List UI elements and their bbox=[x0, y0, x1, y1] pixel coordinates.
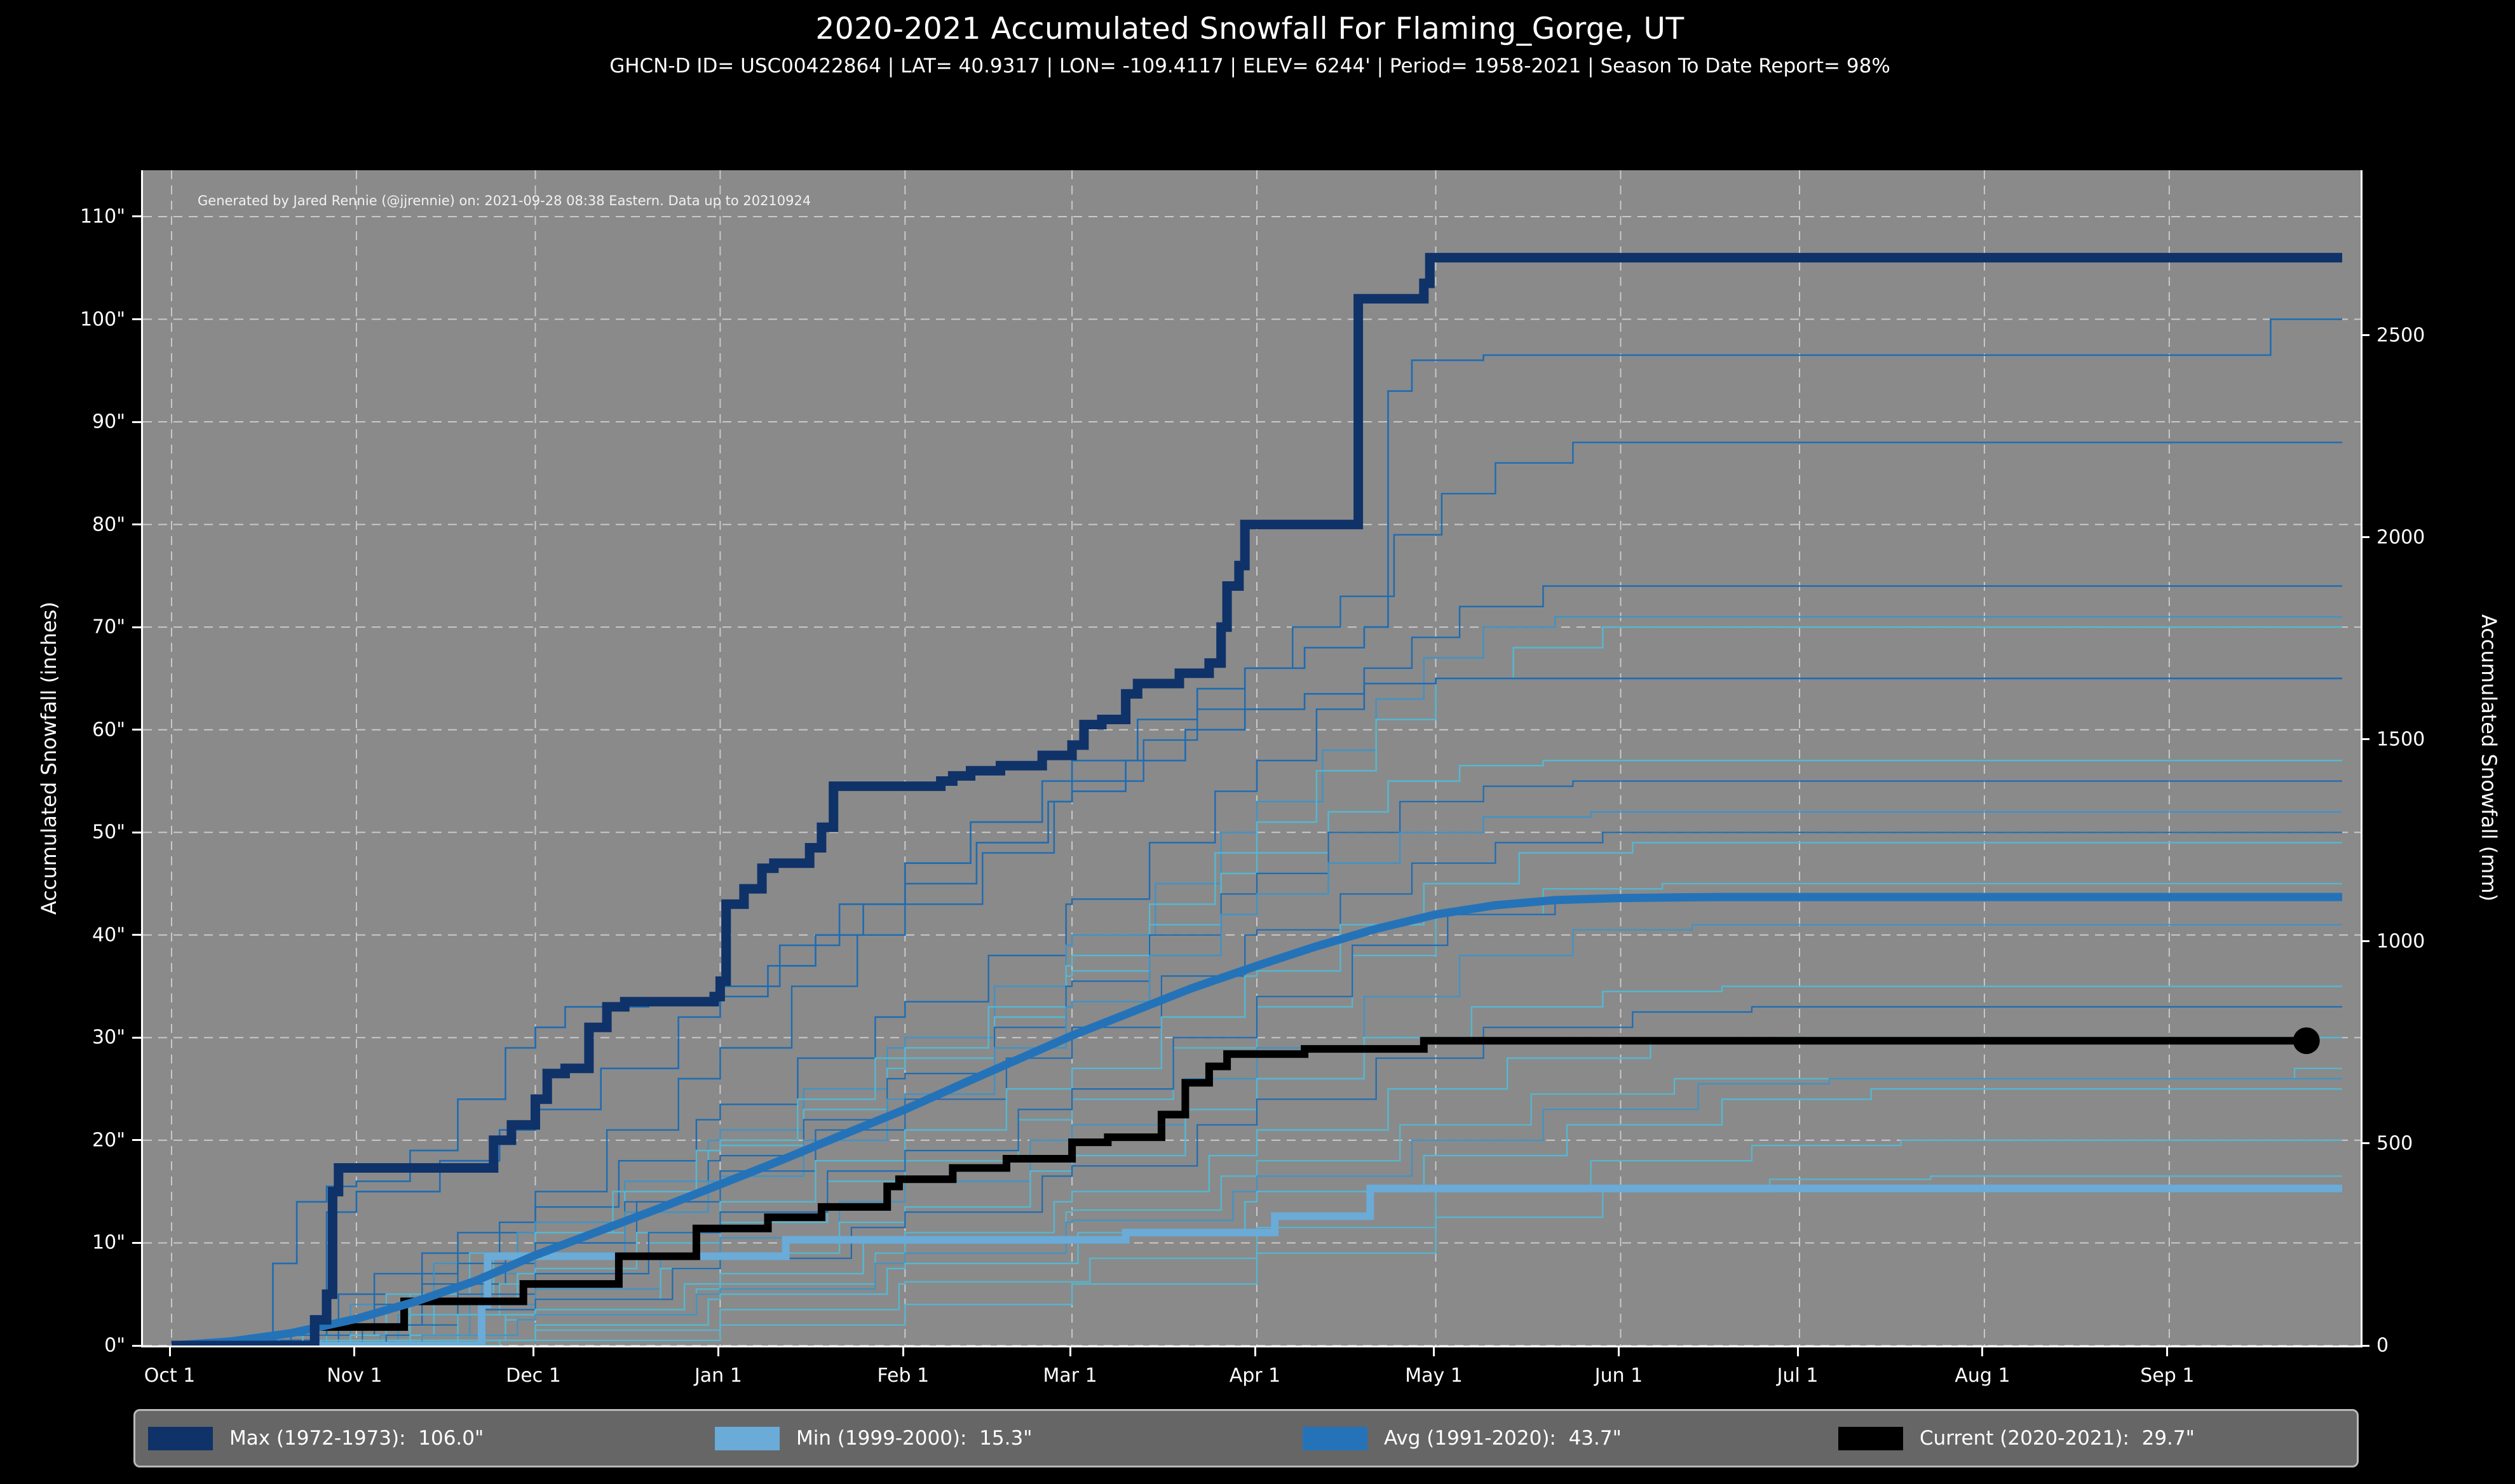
y-right-tick-mark bbox=[2361, 940, 2369, 943]
y-left-tick-mark bbox=[132, 1139, 141, 1142]
x-tick-label: Dec 1 bbox=[506, 1365, 561, 1387]
y-right-tick-label: 2500 bbox=[2376, 324, 2425, 347]
right-axis-label: Accumulated Snowfall (mm) bbox=[2477, 614, 2501, 901]
x-tick-mark bbox=[1254, 1347, 1256, 1356]
legend-label: Current (2020-2021): 29.7" bbox=[1920, 1427, 2195, 1450]
y-left-tick-mark bbox=[132, 523, 141, 526]
y-left-tick-mark bbox=[132, 626, 141, 628]
y-left-tick-mark bbox=[132, 215, 141, 218]
y-right-tick-label: 1500 bbox=[2376, 728, 2425, 751]
x-tick-label: Oct 1 bbox=[144, 1365, 196, 1387]
legend-item-max: Max (1972-1973): 106.0" bbox=[148, 1411, 484, 1466]
current-endpoint-marker bbox=[2293, 1027, 2320, 1055]
x-tick-label: Mar 1 bbox=[1043, 1365, 1097, 1387]
y-left-tick-label: 10" bbox=[92, 1231, 125, 1254]
x-tick-label: Jun 1 bbox=[1594, 1365, 1643, 1387]
y-left-tick-label: 80" bbox=[92, 513, 125, 536]
y-left-tick-label: 60" bbox=[92, 718, 125, 741]
legend-label: Max (1972-1973): 106.0" bbox=[229, 1427, 484, 1450]
x-tick-mark bbox=[1796, 1347, 1799, 1356]
season-line-0 bbox=[172, 318, 2342, 1346]
season-line-19 bbox=[172, 1088, 2342, 1346]
y-left-tick-mark bbox=[132, 934, 141, 936]
x-tick-mark bbox=[1069, 1347, 1071, 1356]
chart-title: 2020-2021 Accumulated Snowfall For Flami… bbox=[815, 11, 1685, 46]
x-tick-mark bbox=[2166, 1347, 2169, 1356]
y-left-tick-label: 110" bbox=[79, 205, 125, 228]
series-avg bbox=[171, 893, 2342, 1346]
y-right-tick-label: 1000 bbox=[2376, 930, 2425, 953]
y-left-tick-mark bbox=[132, 831, 141, 833]
y-left-tick-mark bbox=[132, 1036, 141, 1039]
y-left-tick-label: 20" bbox=[92, 1129, 125, 1152]
x-tick-label: Jan 1 bbox=[694, 1365, 742, 1387]
x-tick-mark bbox=[1981, 1347, 1984, 1356]
y-left-tick-mark bbox=[132, 318, 141, 320]
chart-canvas bbox=[143, 170, 2361, 1346]
legend-item-min: Min (1999-2000): 15.3" bbox=[715, 1411, 1032, 1466]
y-right-tick-mark bbox=[2361, 536, 2369, 539]
y-right-tick-label: 500 bbox=[2376, 1132, 2413, 1155]
x-tick-mark bbox=[717, 1347, 719, 1356]
y-left-tick-label: 0" bbox=[104, 1334, 125, 1357]
legend: Max (1972-1973): 106.0" Min (1999-2000): … bbox=[133, 1409, 2359, 1467]
legend-swatch bbox=[148, 1426, 213, 1450]
y-left-tick-label: 40" bbox=[92, 924, 125, 947]
left-axis-label: Accumulated Snowfall (inches) bbox=[37, 601, 61, 915]
y-right-tick-label: 2000 bbox=[2376, 526, 2425, 549]
legend-swatch bbox=[1838, 1426, 1903, 1450]
x-tick-mark bbox=[532, 1347, 534, 1356]
legend-label: Avg (1991-2020): 43.7" bbox=[1384, 1427, 1622, 1450]
y-left-tick-label: 100" bbox=[79, 308, 125, 330]
season-line-21 bbox=[172, 1175, 2342, 1346]
x-tick-label: Feb 1 bbox=[877, 1365, 930, 1387]
x-tick-label: Nov 1 bbox=[327, 1365, 383, 1387]
season-line-16 bbox=[172, 1037, 2342, 1346]
x-tick-mark bbox=[353, 1347, 356, 1356]
legend-item-avg: Avg (1991-2020): 43.7" bbox=[1303, 1411, 1622, 1466]
y-left-tick-mark bbox=[132, 1241, 141, 1244]
y-left-tick-label: 70" bbox=[92, 616, 125, 638]
y-left-tick-label: 30" bbox=[92, 1026, 125, 1049]
x-tick-label: Apr 1 bbox=[1229, 1365, 1281, 1387]
legend-swatch bbox=[1303, 1426, 1367, 1450]
y-right-tick-mark bbox=[2361, 1142, 2369, 1145]
x-tick-label: Jul 1 bbox=[1777, 1365, 1819, 1387]
x-tick-label: May 1 bbox=[1405, 1365, 1463, 1387]
annotation-credit: Generated by Jared Rennie (@jjrennie) on… bbox=[198, 193, 811, 208]
y-right-tick-label: 0 bbox=[2376, 1334, 2389, 1357]
y-right-tick-mark bbox=[2361, 738, 2369, 741]
season-line-15 bbox=[172, 1006, 2342, 1346]
y-right-tick-mark bbox=[2361, 334, 2369, 337]
x-tick-mark bbox=[1617, 1347, 1620, 1356]
x-tick-label: Aug 1 bbox=[1955, 1365, 2010, 1387]
series-max bbox=[172, 253, 2342, 1346]
y-left-tick-label: 90" bbox=[92, 410, 125, 433]
season-line-20 bbox=[172, 1139, 2342, 1346]
x-tick-mark bbox=[168, 1347, 171, 1356]
x-tick-label: Sep 1 bbox=[2140, 1365, 2195, 1387]
x-tick-mark bbox=[902, 1347, 904, 1356]
legend-item-current: Current (2020-2021): 29.7" bbox=[1838, 1411, 2195, 1466]
y-left-tick-mark bbox=[132, 729, 141, 731]
series-current bbox=[172, 1037, 2307, 1346]
chart-subtitle: GHCN-D ID= USC00422864 | LAT= 40.9317 | … bbox=[609, 55, 1890, 78]
legend-label: Min (1999-2000): 15.3" bbox=[796, 1427, 1033, 1450]
y-left-tick-mark bbox=[132, 1344, 141, 1347]
y-left-tick-label: 50" bbox=[92, 821, 125, 844]
plot-area: Generated by Jared Rennie (@jjrennie) on… bbox=[141, 170, 2362, 1347]
legend-swatch bbox=[715, 1426, 780, 1450]
x-tick-mark bbox=[1433, 1347, 1435, 1356]
y-left-tick-mark bbox=[132, 421, 141, 423]
y-right-tick-mark bbox=[2361, 1344, 2369, 1347]
